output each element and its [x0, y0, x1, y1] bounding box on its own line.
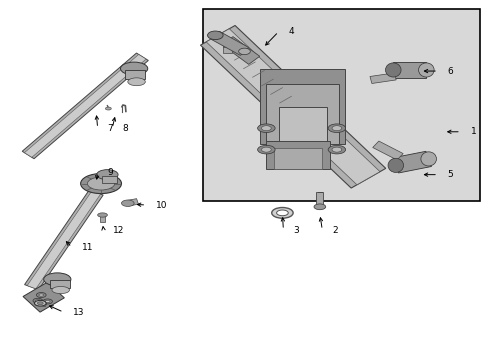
Ellipse shape [81, 174, 121, 194]
Ellipse shape [42, 299, 52, 304]
Ellipse shape [327, 145, 345, 154]
Ellipse shape [313, 204, 325, 210]
Bar [266, 141, 329, 169]
Ellipse shape [207, 31, 223, 40]
Ellipse shape [218, 37, 231, 44]
Ellipse shape [39, 294, 43, 296]
Ellipse shape [121, 200, 134, 206]
Ellipse shape [120, 62, 147, 75]
Polygon shape [200, 26, 385, 188]
Ellipse shape [238, 48, 250, 55]
Polygon shape [206, 29, 379, 185]
Text: 11: 11 [81, 243, 93, 252]
Bar [223, 40, 235, 47]
Ellipse shape [87, 177, 115, 190]
Ellipse shape [261, 147, 271, 152]
Bar [273, 148, 322, 169]
Ellipse shape [385, 63, 400, 77]
Polygon shape [392, 151, 430, 173]
Text: 3: 3 [292, 225, 298, 234]
Polygon shape [222, 37, 259, 64]
Text: 7: 7 [107, 124, 113, 133]
Ellipse shape [276, 210, 287, 216]
Ellipse shape [52, 287, 69, 294]
Ellipse shape [35, 300, 40, 302]
Ellipse shape [387, 158, 403, 172]
Ellipse shape [45, 300, 50, 302]
Ellipse shape [257, 145, 275, 154]
Ellipse shape [34, 300, 46, 306]
Polygon shape [392, 62, 426, 78]
Text: 5: 5 [447, 170, 452, 179]
Text: 6: 6 [447, 67, 452, 76]
Polygon shape [27, 191, 101, 289]
Polygon shape [24, 54, 146, 157]
Ellipse shape [420, 152, 436, 166]
Ellipse shape [37, 302, 43, 305]
Text: 8: 8 [122, 124, 127, 133]
Ellipse shape [327, 124, 345, 132]
Ellipse shape [127, 78, 145, 86]
Polygon shape [372, 141, 402, 160]
Ellipse shape [418, 63, 433, 77]
Polygon shape [23, 282, 64, 312]
Ellipse shape [97, 170, 118, 180]
Ellipse shape [271, 207, 292, 218]
Ellipse shape [33, 298, 42, 303]
Polygon shape [126, 199, 138, 206]
Bar [203, 9, 479, 202]
Bar [260, 69, 345, 144]
Bar [49, 280, 70, 288]
Polygon shape [211, 31, 248, 55]
Polygon shape [100, 215, 105, 222]
Ellipse shape [98, 213, 107, 217]
Bar [278, 107, 326, 143]
Text: 12: 12 [113, 225, 124, 234]
Ellipse shape [43, 273, 71, 286]
Polygon shape [22, 53, 148, 159]
Bar [266, 84, 339, 144]
Bar [102, 176, 117, 183]
Polygon shape [39, 302, 47, 307]
Text: 1: 1 [469, 127, 475, 136]
Ellipse shape [105, 107, 111, 110]
Polygon shape [24, 190, 103, 290]
Polygon shape [222, 41, 232, 53]
Ellipse shape [261, 126, 271, 131]
Ellipse shape [331, 126, 341, 131]
Ellipse shape [36, 293, 46, 297]
Bar [124, 70, 145, 79]
Ellipse shape [257, 124, 275, 132]
Text: 9: 9 [107, 168, 113, 177]
Polygon shape [369, 73, 395, 84]
Text: 13: 13 [73, 308, 85, 317]
Polygon shape [316, 192, 323, 207]
Text: 2: 2 [331, 225, 337, 234]
Text: 4: 4 [287, 27, 293, 36]
Text: 10: 10 [156, 201, 167, 210]
Ellipse shape [331, 147, 341, 152]
